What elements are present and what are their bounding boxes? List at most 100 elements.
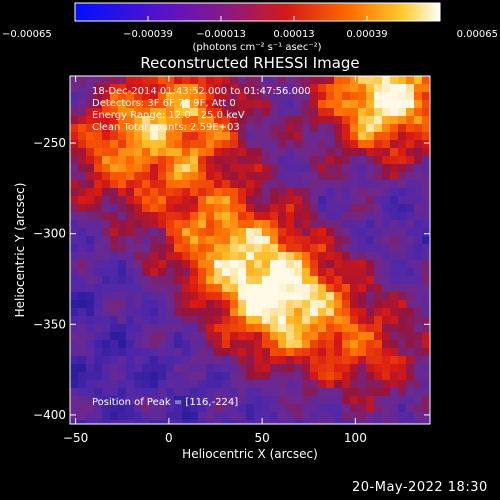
heatmap-cell <box>230 100 238 108</box>
heatmap-cell <box>358 300 366 308</box>
heatmap-cell <box>214 228 222 236</box>
heatmap-cell <box>366 300 374 308</box>
heatmap-cell <box>406 396 414 404</box>
heatmap-cell <box>190 300 198 308</box>
heatmap-cell <box>358 284 366 292</box>
heatmap-cell <box>206 300 214 308</box>
heatmap-cell <box>214 372 222 380</box>
heatmap-cell <box>166 172 174 180</box>
heatmap-cell <box>190 316 198 324</box>
heatmap-cell <box>350 76 358 84</box>
heatmap-cell <box>414 308 422 316</box>
heatmap-cell <box>182 292 190 300</box>
heatmap-cell <box>150 412 158 420</box>
heatmap-cell <box>166 364 174 372</box>
heatmap-cell <box>166 124 174 132</box>
heatmap-cell <box>334 396 342 404</box>
heatmap-cell <box>422 332 430 340</box>
heatmap-cell <box>222 204 230 212</box>
heatmap-cell <box>182 164 190 172</box>
heatmap-cell <box>182 276 190 284</box>
heatmap-cell <box>222 92 230 100</box>
heatmap-cell <box>94 132 102 140</box>
heatmap-cell <box>270 332 278 340</box>
heatmap-cell <box>334 204 342 212</box>
heatmap-cell <box>374 220 382 228</box>
energy-range-info: Energy Range: 12.0 - 25.0 keV <box>92 110 245 121</box>
heatmap-cell <box>246 188 254 196</box>
heatmap-cell <box>174 388 182 396</box>
heatmap-cell <box>390 300 398 308</box>
heatmap-cell <box>238 420 246 424</box>
heatmap-cell <box>406 356 414 364</box>
heatmap-cell <box>134 276 142 284</box>
heatmap-cell <box>286 220 294 228</box>
heatmap-cell <box>366 116 374 124</box>
heatmap-cell <box>366 148 374 156</box>
heatmap-cell <box>366 188 374 196</box>
heatmap-cell <box>398 380 406 388</box>
heatmap-cell <box>150 188 158 196</box>
heatmap-cell <box>334 100 342 108</box>
heatmap-cell <box>390 308 398 316</box>
heatmap-cell <box>198 108 206 116</box>
heatmap-cell <box>262 156 270 164</box>
heatmap-cell <box>270 380 278 388</box>
heatmap-cell <box>326 316 334 324</box>
heatmap-cell <box>166 204 174 212</box>
heatmap-cell <box>134 372 142 380</box>
heatmap-cell <box>134 388 142 396</box>
heatmap-cell <box>286 284 294 292</box>
heatmap-cell <box>366 260 374 268</box>
heatmap-cell <box>414 364 422 372</box>
heatmap-cell <box>118 212 126 220</box>
heatmap-cell <box>278 380 286 388</box>
heatmap-cell <box>206 164 214 172</box>
heatmap-cell <box>350 412 358 420</box>
heatmap-cell <box>110 292 118 300</box>
heatmap-cell <box>174 236 182 244</box>
heatmap-cell <box>246 156 254 164</box>
heatmap-cell <box>206 148 214 156</box>
heatmap-cell <box>126 236 134 244</box>
heatmap-cell <box>78 236 86 244</box>
heatmap-cell <box>326 308 334 316</box>
heatmap-cell <box>246 124 254 132</box>
heatmap-cell <box>366 348 374 356</box>
heatmap-cell <box>158 388 166 396</box>
heatmap-cell <box>102 156 110 164</box>
total-counts-info: Clean Total counts: 2.59E+03 <box>92 122 240 133</box>
heatmap-cell <box>398 300 406 308</box>
heatmap-cell <box>166 324 174 332</box>
heatmap-cell <box>86 356 94 364</box>
heatmap-cell <box>246 420 254 424</box>
heatmap-cell <box>374 116 382 124</box>
heatmap-cell <box>366 284 374 292</box>
heatmap-cell <box>350 196 358 204</box>
heatmap-cell <box>214 92 222 100</box>
heatmap-cell <box>102 92 110 100</box>
heatmap-cell <box>150 348 158 356</box>
heatmap-cell <box>118 364 126 372</box>
heatmap-cell <box>326 292 334 300</box>
heatmap-cell <box>302 372 310 380</box>
heatmap-cell <box>326 340 334 348</box>
footer-date: 20-May-2022 18:30 <box>352 480 488 495</box>
heatmap-cell <box>350 356 358 364</box>
heatmap-cell <box>398 108 406 116</box>
heatmap-cell <box>342 404 350 412</box>
heatmap-cell <box>86 100 94 108</box>
heatmap-cell <box>166 404 174 412</box>
heatmap-cell <box>294 76 302 84</box>
heatmap-cell <box>254 188 262 196</box>
heatmap-cell <box>278 252 286 260</box>
heatmap-cell <box>406 292 414 300</box>
heatmap-cell <box>270 260 278 268</box>
heatmap-cell <box>278 356 286 364</box>
heatmap-cell <box>374 228 382 236</box>
heatmap-cell <box>126 84 134 92</box>
heatmap-cell <box>94 388 102 396</box>
heatmap-cell <box>126 292 134 300</box>
heatmap-cell <box>150 420 158 424</box>
heatmap-cell <box>70 140 78 148</box>
